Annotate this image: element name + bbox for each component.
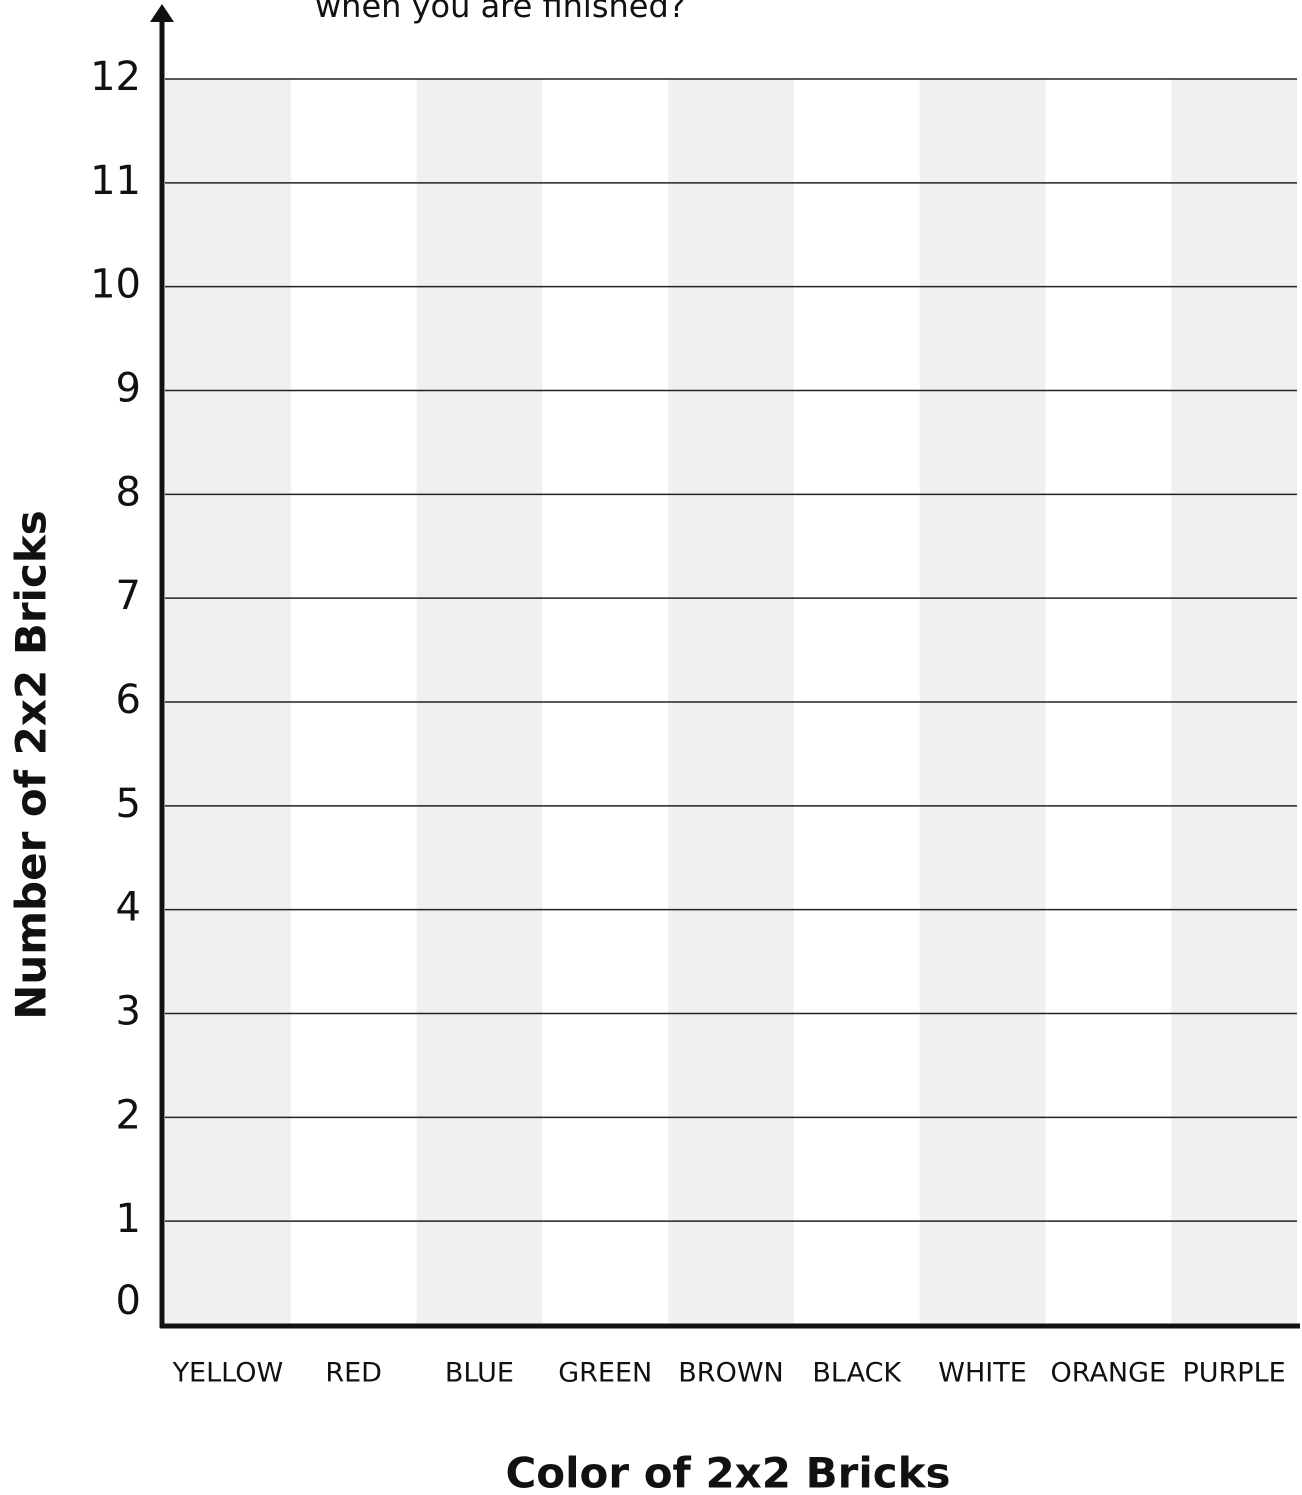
y-tick-label: 10 — [90, 262, 141, 308]
y-tick-label: 1 — [116, 1196, 141, 1242]
x-tick-label: BLACK — [812, 1358, 902, 1389]
y-tick-label: 9 — [116, 366, 141, 412]
y-tick-label: 0 — [116, 1278, 141, 1324]
y-tick-label: 3 — [116, 989, 141, 1035]
y-tick-label: 5 — [116, 781, 141, 827]
y-axis-arrow — [150, 4, 174, 22]
y-tick-label: 12 — [90, 54, 141, 100]
x-tick-label: BROWN — [678, 1358, 783, 1389]
x-tick-label: RED — [325, 1358, 382, 1389]
y-tick-label: 4 — [116, 885, 141, 931]
x-tick-label: YELLOW — [172, 1358, 284, 1389]
y-tick-label: 7 — [116, 573, 141, 619]
grid — [165, 78, 1297, 1222]
x-tick-label: ORANGE — [1051, 1358, 1167, 1389]
y-axis-title: Number of 2x2 Bricks — [7, 510, 56, 1020]
y-tick-label: 11 — [90, 158, 141, 204]
y-tick-label: 6 — [116, 677, 141, 723]
chart-title: when you are finished? — [315, 0, 686, 25]
x-tick-label: GREEN — [558, 1358, 652, 1389]
x-tick-label: BLUE — [445, 1358, 514, 1389]
x-axis-title: Color of 2x2 Bricks — [505, 1449, 950, 1495]
x-tick-label: PURPLE — [1183, 1358, 1286, 1389]
x-tick-label: WHITE — [938, 1358, 1027, 1389]
y-tick-label: 2 — [116, 1092, 141, 1138]
y-tick-label: 8 — [116, 469, 141, 515]
